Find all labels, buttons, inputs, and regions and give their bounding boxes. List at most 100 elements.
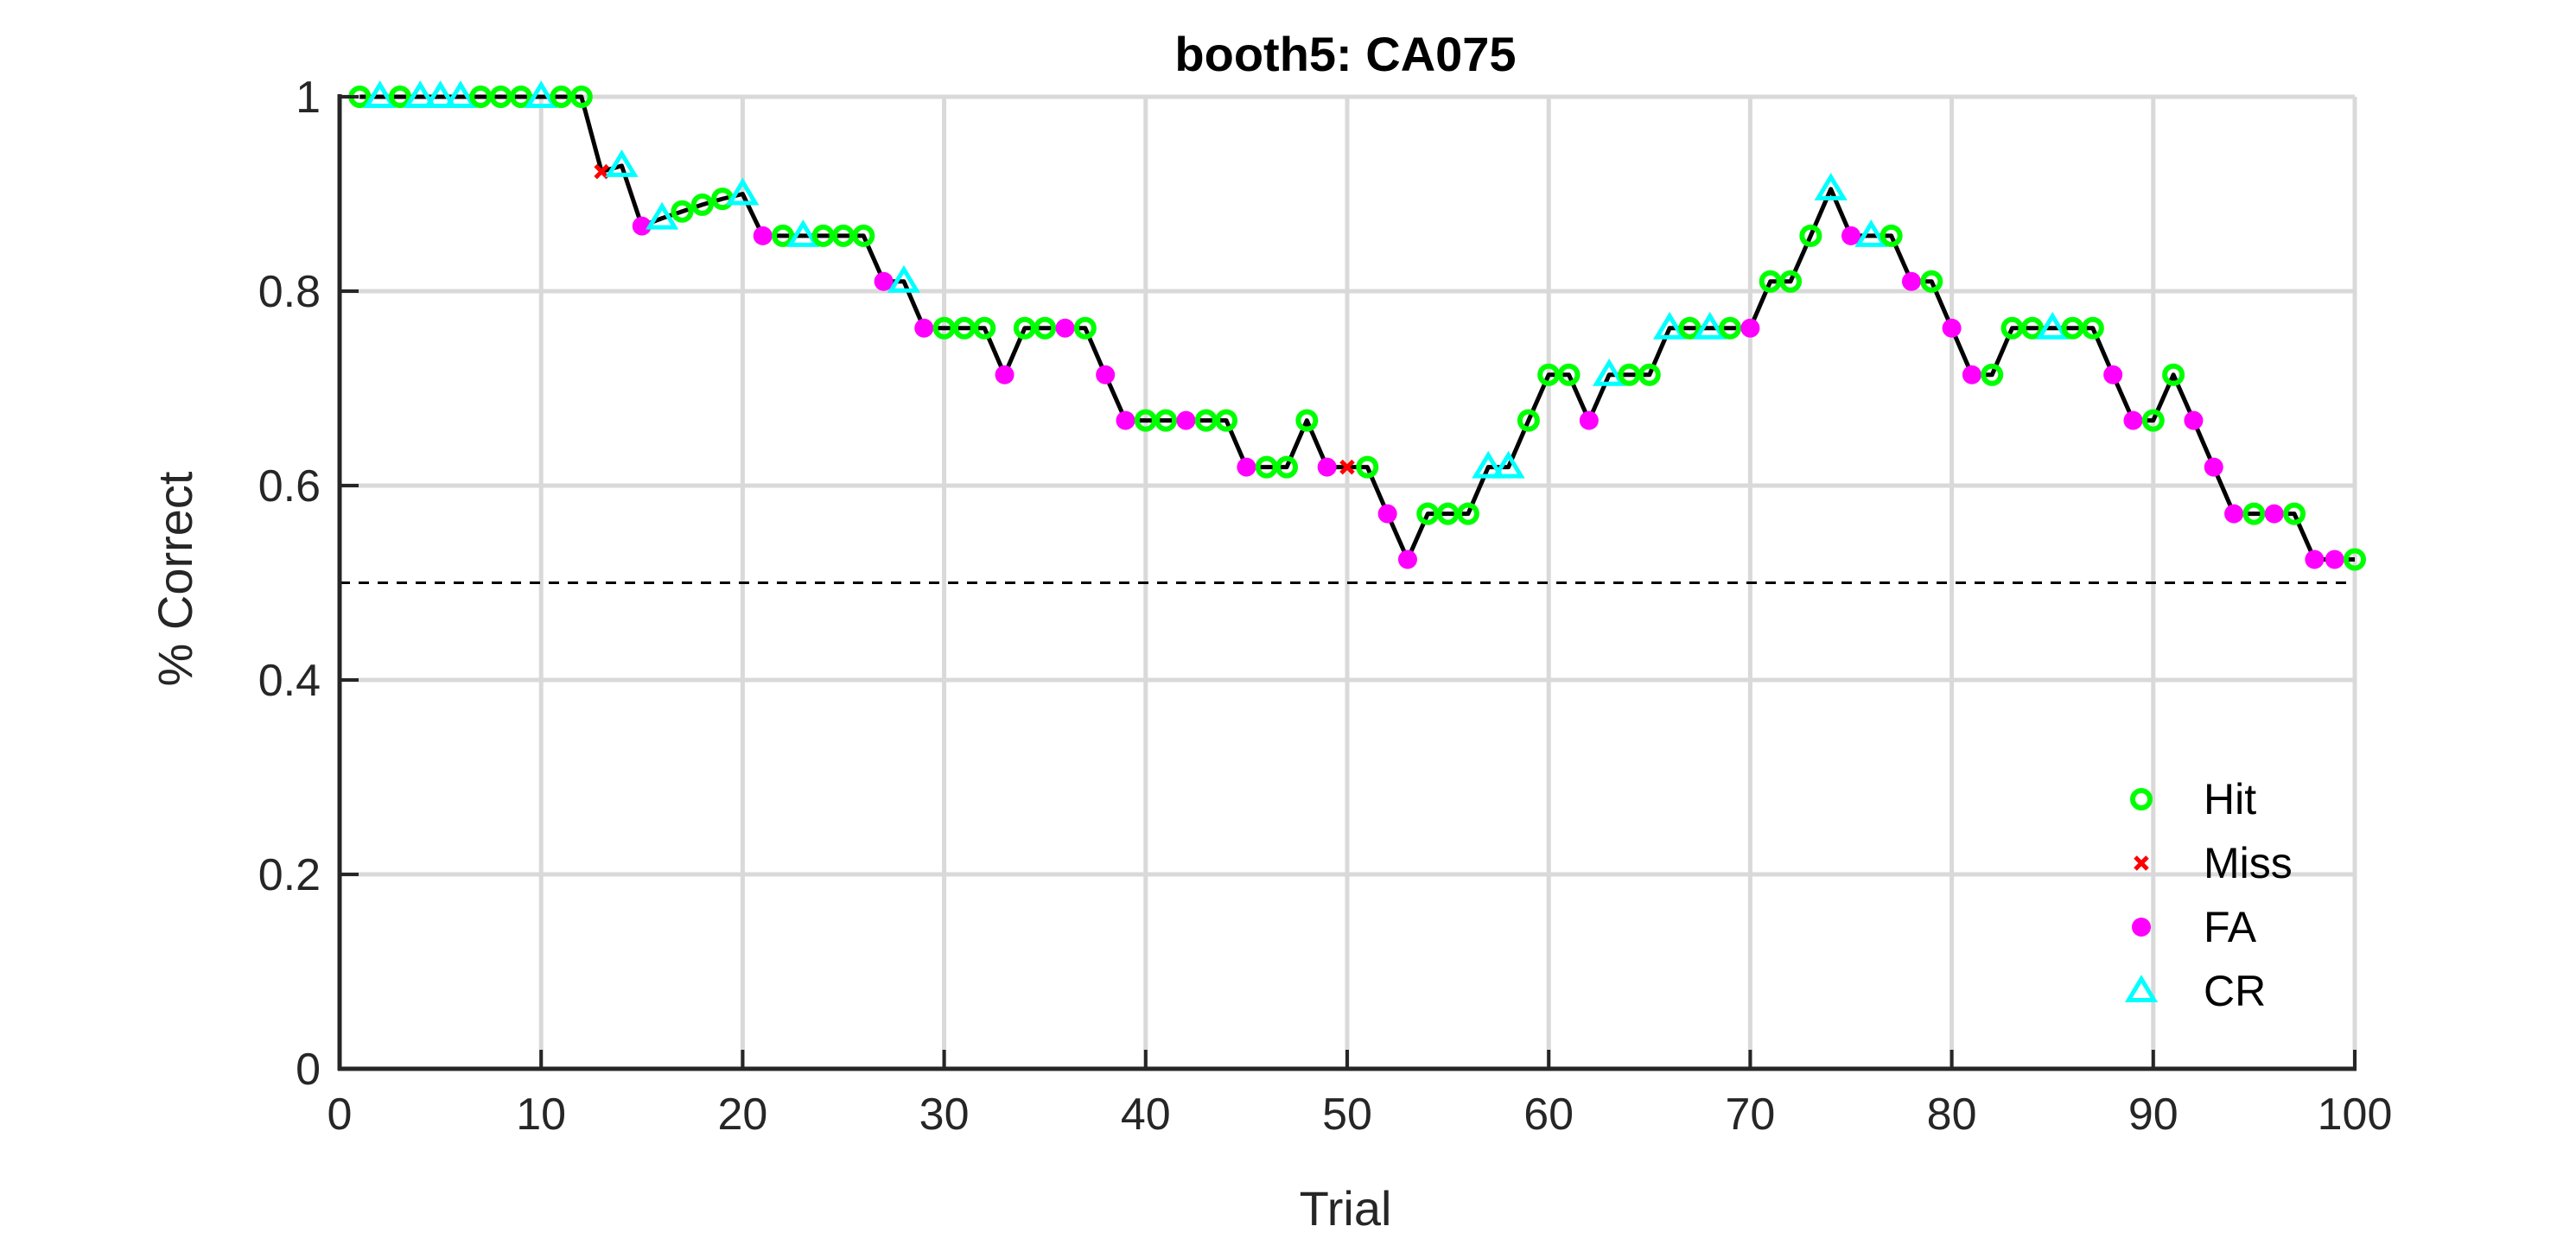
data-point-cr (1693, 311, 1727, 340)
legend-entry-miss: Miss (2134, 839, 2293, 887)
data-point-fa (1397, 550, 1417, 569)
data-point-hit (1275, 455, 1299, 479)
data-point-hit (1073, 316, 1097, 340)
data-point-hit (1759, 270, 1782, 293)
data-point-hit (2283, 502, 2306, 525)
data-point-hit (509, 86, 532, 108)
data-point-cr (443, 80, 478, 108)
data-point-fa (2224, 504, 2244, 524)
data-point-fa (874, 271, 894, 291)
y-tick-label: 1 (296, 73, 321, 123)
x-tick-label: 30 (919, 1090, 970, 1140)
data-point-hit (1154, 409, 1178, 432)
data-point-fa (632, 216, 652, 236)
data-point-hit (388, 86, 411, 108)
x-tick-label: 10 (516, 1090, 566, 1140)
data-point-hit (1557, 363, 1581, 386)
data-point-hit (1436, 502, 1460, 525)
data-point-hit (2061, 316, 2084, 340)
data-point-cr (525, 80, 558, 108)
x-tick-label: 40 (1121, 1090, 1171, 1140)
data-point-hit (852, 224, 875, 247)
data-point-fa (1841, 226, 1860, 245)
x-tick-label: 50 (1322, 1090, 1372, 1140)
legend-entry-hit: Hit (2130, 775, 2256, 823)
legend-marker-fa (2132, 918, 2151, 937)
data-point-fa (914, 318, 934, 338)
data-point-hit (1719, 316, 1742, 340)
data-point-hit (1416, 502, 1440, 525)
data-point-cr (363, 80, 397, 108)
data-point-hit (1034, 316, 1057, 340)
data-point-fa (1176, 410, 1196, 430)
legend: Hit Miss FA CR (2124, 775, 2293, 1015)
data-point-hit (832, 224, 855, 247)
data-point-cr (423, 80, 457, 108)
data-point-hit (1013, 316, 1036, 340)
data-point-fa (1740, 318, 1760, 338)
data-point-miss (594, 163, 609, 180)
data-point-fa (1317, 457, 1337, 477)
legend-marker-miss (2134, 855, 2149, 871)
data-point-hit (772, 224, 795, 247)
data-point-hit (973, 316, 996, 340)
data-point-cr (786, 219, 820, 247)
legend-label: CR (2204, 967, 2266, 1015)
y-tick-label: 0.2 (258, 850, 321, 900)
data-point-cr (1653, 311, 1687, 340)
legend-label: Miss (2204, 839, 2293, 887)
markers (348, 80, 2366, 571)
data-point-cr (726, 177, 760, 206)
data-point-cr (646, 201, 679, 230)
data-point-fa (2123, 410, 2143, 430)
x-tick-label: 70 (1725, 1090, 1775, 1140)
data-point-hit (671, 200, 694, 223)
data-point-hit (690, 193, 714, 216)
data-point-cr (1472, 450, 1505, 479)
data-point-hit (932, 316, 956, 340)
data-point-hit (811, 224, 835, 247)
x-tick-label: 20 (717, 1090, 767, 1140)
data-point-fa (2305, 550, 2325, 569)
data-point-hit (1215, 409, 1238, 432)
data-point-fa (2184, 410, 2204, 430)
data-point-hit (1799, 224, 1822, 247)
legend-entry-fa: FA (2132, 903, 2257, 951)
data-point-hit (1537, 363, 1561, 386)
data-point-hit (2162, 363, 2185, 386)
data-point-hit (1880, 224, 1903, 247)
chart-title: booth5: CA075 (1174, 27, 1516, 81)
data-point-fa (2264, 504, 2284, 524)
y-tick-label: 0 (296, 1045, 321, 1095)
data-point-fa (2325, 550, 2344, 569)
data-point-hit (2000, 316, 2024, 340)
data-point-hit (2141, 409, 2165, 432)
data-point-hit (1255, 455, 1278, 479)
data-point-fa (1055, 318, 1075, 338)
data-point-cr (1814, 173, 1848, 200)
data-point-fa (1901, 271, 1921, 291)
data-point-fa (995, 365, 1014, 384)
data-point-hit (1356, 455, 1379, 479)
legend-entry-cr: CR (2124, 967, 2266, 1015)
data-point-hit (550, 86, 573, 108)
data-point-hit (1981, 363, 2004, 386)
data-point-hit (1638, 363, 1661, 386)
data-point-miss (1339, 459, 1355, 475)
data-point-fa (1116, 410, 1135, 430)
data-point-hit (952, 316, 976, 340)
data-point-hit (1920, 270, 1943, 293)
data-point-cr (1492, 450, 1525, 479)
y-tick-label: 0.6 (258, 461, 321, 511)
data-point-hit (1194, 409, 1218, 432)
legend-marker-hit (2130, 788, 2153, 810)
data-point-cr (2036, 311, 2070, 340)
data-point-hit (1456, 502, 1479, 525)
data-point-hit (2081, 316, 2104, 340)
data-point-hit (469, 86, 493, 108)
data-point-hit (2344, 548, 2366, 571)
y-axis-label: % Correct (148, 471, 202, 686)
data-point-hit (1678, 316, 1701, 340)
legend-label: FA (2204, 903, 2257, 951)
